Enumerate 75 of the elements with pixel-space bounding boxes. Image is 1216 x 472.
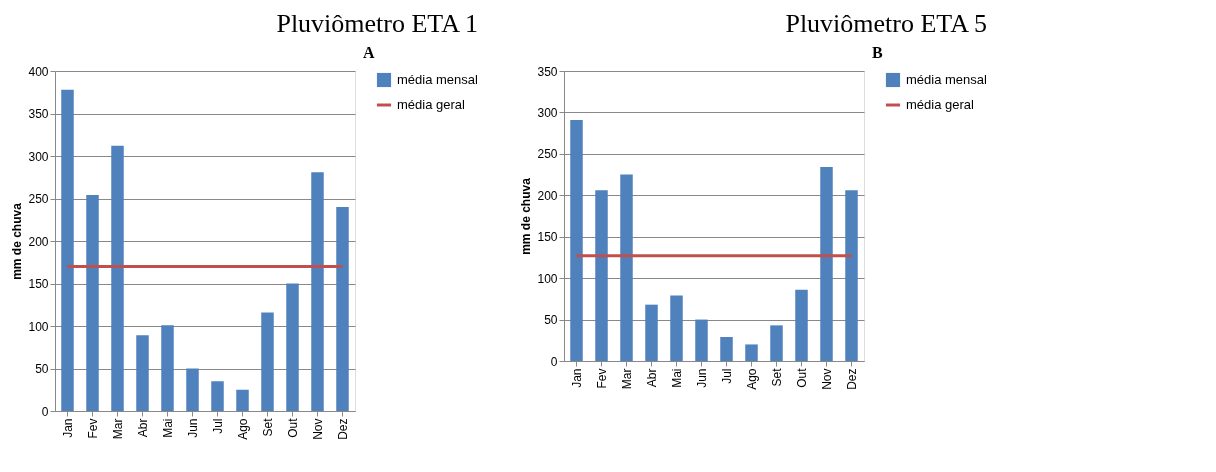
x-tick-label: Set — [260, 417, 275, 437]
text: A — [363, 44, 375, 61]
x-tick-label: Nov — [819, 368, 834, 390]
y-tick-label: 200 — [28, 234, 49, 249]
bar — [795, 289, 808, 361]
legend-label: média mensal — [397, 72, 479, 87]
x-tick-label: Out — [794, 367, 809, 388]
y-tick-label: 0 — [550, 354, 558, 369]
bar — [720, 336, 733, 361]
y-axis-title: mm de chuva — [519, 177, 534, 255]
y-tick-label: 350 — [537, 64, 558, 79]
bar — [770, 325, 783, 361]
x-tick-label: Nov — [310, 418, 325, 440]
bar — [620, 174, 633, 361]
chart-title: Pluviômetro ETA 5 — [785, 9, 987, 38]
bar — [820, 167, 833, 361]
x-tick-label: Mar — [110, 418, 125, 440]
x-tick-label: Mai — [669, 368, 684, 388]
x-tick-label: Out — [285, 417, 300, 438]
x-tick-label: Dez — [335, 418, 350, 440]
x-tick-label: Ago — [235, 418, 250, 440]
bar — [695, 319, 708, 361]
x-tick-label: Jun — [694, 368, 709, 388]
y-tick-label: 200 — [537, 188, 558, 203]
y-tick-label: 150 — [537, 230, 558, 245]
y-tick-label: 300 — [28, 149, 49, 164]
bar — [311, 172, 324, 411]
x-tick-label: Mar — [619, 368, 634, 390]
legend-label: média mensal — [906, 72, 988, 87]
x-tick-label: Jan — [60, 418, 75, 438]
bar — [261, 312, 274, 411]
bar — [845, 190, 858, 361]
bar — [86, 195, 99, 411]
y-axis-title: mm de chuva — [10, 202, 25, 280]
bar — [61, 89, 74, 411]
bar — [111, 145, 124, 411]
bar — [186, 368, 199, 411]
bar — [161, 325, 174, 411]
x-tick-label: Mai — [160, 418, 175, 438]
x-tick-label: Fev — [85, 418, 100, 439]
y-tick-label: 300 — [537, 105, 558, 120]
x-tick-label: Jul — [719, 368, 734, 384]
x-tick-label: Abr — [135, 418, 150, 438]
y-tick-label: 150 — [28, 277, 49, 291]
bar — [336, 207, 349, 411]
bar — [645, 304, 658, 361]
y-tick-label: 100 — [28, 319, 49, 334]
bar — [236, 389, 249, 411]
bar — [745, 344, 758, 361]
y-tick-label: 50 — [544, 313, 558, 328]
chart-title: Pluviômetro ETA 1 — [276, 9, 478, 38]
y-tick-label: 50 — [35, 362, 49, 376]
bar — [286, 283, 299, 411]
x-tick-label: Abr — [644, 368, 659, 388]
y-tick-label: 0 — [41, 404, 49, 419]
y-tick-label: 350 — [28, 107, 49, 121]
bar — [595, 190, 608, 361]
legend-label: média geral — [397, 97, 466, 112]
y-tick-label: 100 — [537, 271, 558, 286]
bar — [136, 335, 149, 411]
bar — [211, 381, 224, 411]
x-tick-label: Jun — [185, 418, 200, 438]
x-tick-label: Set — [769, 367, 784, 387]
bar — [670, 295, 683, 361]
x-tick-label: Fev — [594, 368, 609, 389]
bar — [570, 119, 583, 361]
x-tick-label: Jul — [210, 418, 225, 434]
y-tick-label: 400 — [28, 64, 49, 79]
x-tick-label: Jan — [569, 368, 584, 388]
x-tick-label: Ago — [744, 368, 759, 390]
text: B — [872, 44, 883, 61]
y-tick-label: 250 — [537, 147, 558, 162]
x-tick-label: Dez — [844, 368, 859, 390]
y-tick-label: 250 — [28, 192, 49, 206]
legend-label: média geral — [906, 97, 975, 112]
